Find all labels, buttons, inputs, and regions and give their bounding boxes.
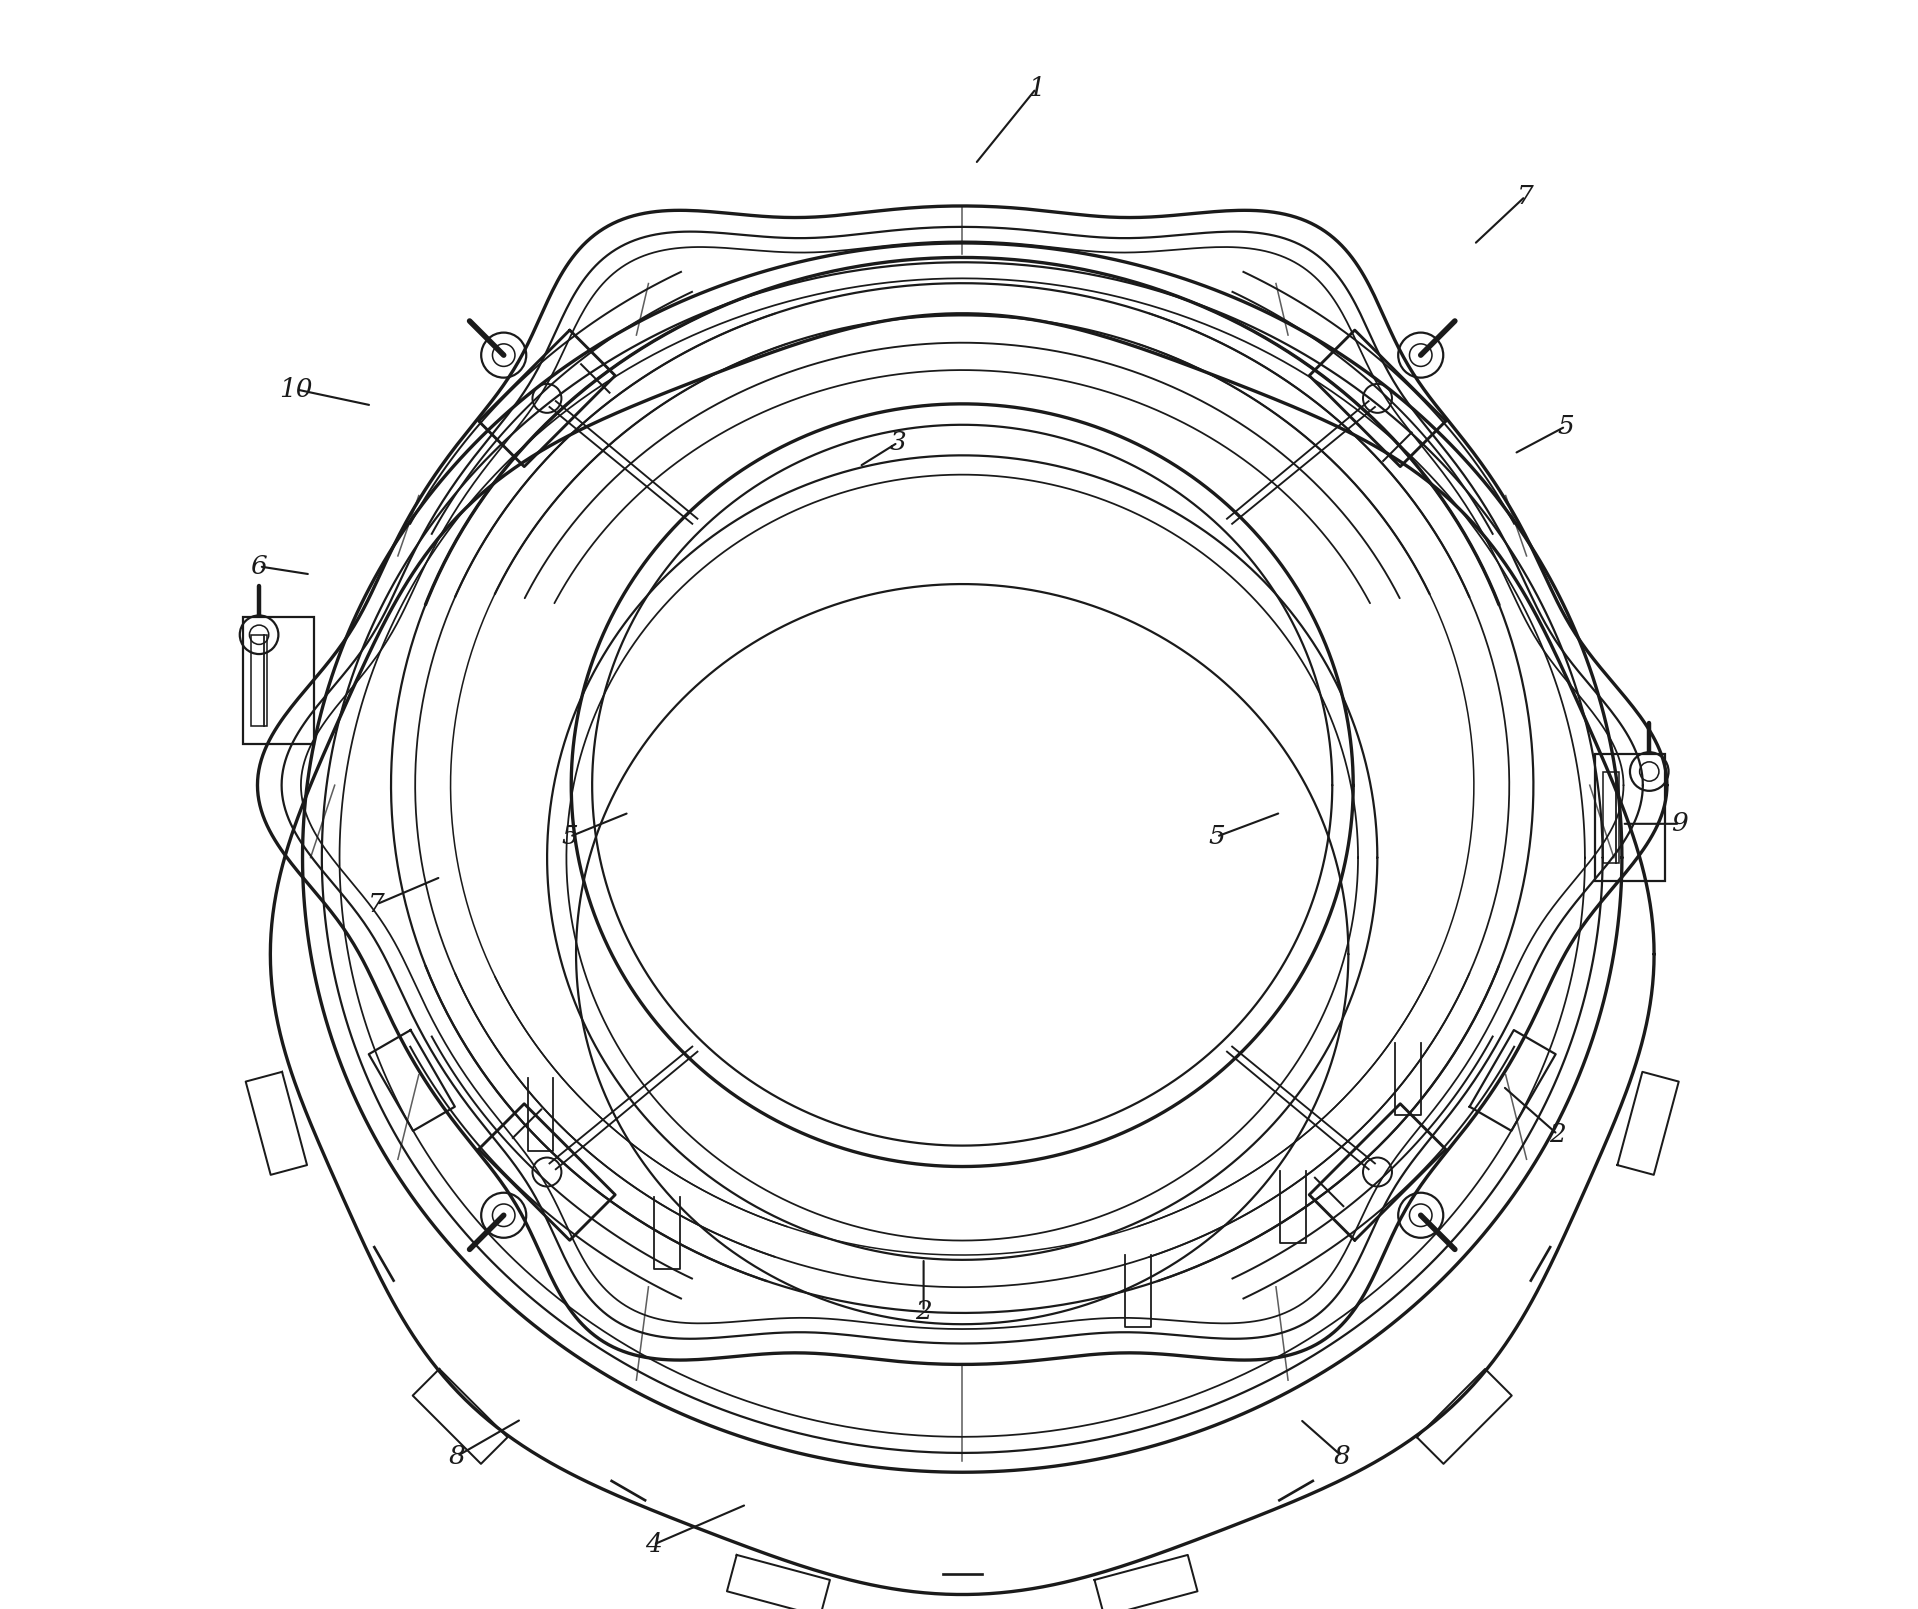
Text: 8: 8 [449,1443,466,1469]
Text: 10: 10 [280,377,313,402]
Text: 2: 2 [915,1298,932,1324]
Text: 1: 1 [1028,76,1045,101]
Text: 2: 2 [1550,1121,1565,1147]
Text: 7: 7 [368,891,386,917]
Text: 5: 5 [562,824,577,850]
Text: 8: 8 [1333,1443,1350,1469]
Text: 9: 9 [1671,811,1688,837]
Text: 6: 6 [251,553,267,579]
Text: 3: 3 [890,430,905,455]
Text: 4: 4 [644,1532,662,1558]
Text: 5: 5 [1208,824,1226,850]
Text: 5: 5 [1557,414,1575,439]
Text: 7: 7 [1517,183,1534,209]
